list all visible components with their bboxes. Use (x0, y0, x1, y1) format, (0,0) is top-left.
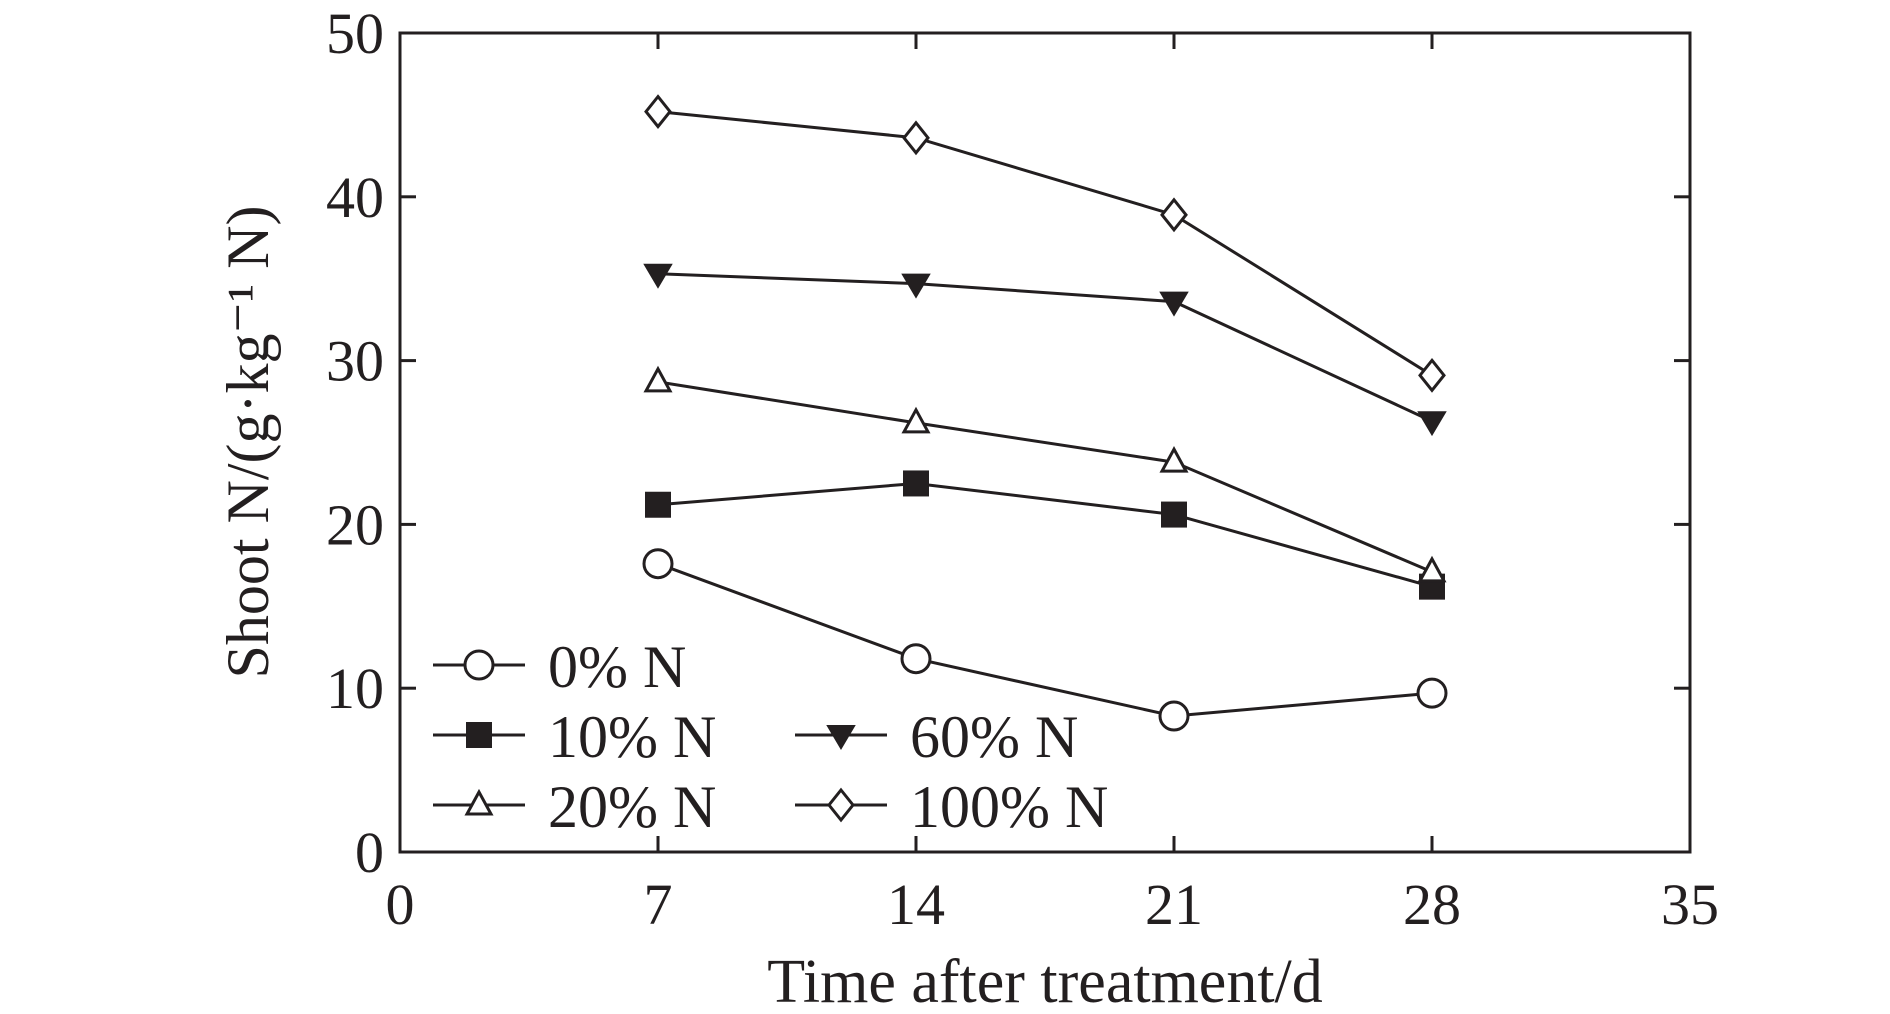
series-line (657, 110, 1433, 377)
y-tick-label: 30 (326, 329, 384, 394)
triangle-down-marker (901, 273, 931, 299)
legend-item: 0% N (433, 634, 686, 700)
circle-marker (900, 643, 932, 675)
plot-frame (398, 31, 1692, 854)
legend-label: 100% N (910, 774, 1108, 840)
x-tick-label: 0 (386, 872, 415, 937)
square-marker (903, 470, 929, 497)
square-marker (645, 491, 671, 518)
triangle-down-marker (826, 725, 856, 750)
series-line (657, 562, 1433, 718)
y-tick-label: 40 (326, 165, 384, 230)
series-line (657, 380, 1433, 574)
series-line (657, 272, 1433, 423)
square-marker (466, 722, 492, 748)
circle-marker (642, 548, 674, 580)
legend-label: 0% N (548, 634, 686, 700)
y-tick-label: 20 (326, 492, 384, 557)
legend-label: 20% N (548, 774, 716, 840)
x-tick-label: 7 (644, 872, 673, 937)
legend-label: 60% N (910, 704, 1078, 770)
series-line (657, 481, 1433, 589)
series-10n (645, 470, 1445, 600)
x-tick-label: 21 (1145, 872, 1203, 937)
x-tick-label: 14 (887, 872, 945, 937)
x-tick-label: 28 (1403, 872, 1461, 937)
y-axis-label: Shoot N/(g·kg⁻¹ N) (215, 206, 281, 679)
diamond-marker (1160, 197, 1188, 233)
triangle-up-marker (1417, 555, 1447, 583)
diamond-marker (644, 94, 672, 130)
legend-label: 10% N (548, 704, 716, 770)
y-tick-label: 10 (326, 656, 384, 721)
series-100n (644, 94, 1446, 393)
series-60n (643, 263, 1447, 437)
x-axis-label: Time after treatment/d (767, 948, 1323, 1014)
triangle-down-marker (643, 263, 673, 289)
series-group (642, 94, 1448, 732)
circle-marker (463, 649, 495, 681)
circle-marker (1158, 700, 1190, 732)
y-tick-label: 0 (355, 820, 384, 885)
y-tick-label: 50 (326, 1, 384, 66)
diamond-marker (902, 120, 930, 156)
square-marker (1161, 501, 1187, 528)
series-20n (643, 365, 1447, 583)
diamond-marker (1418, 357, 1446, 393)
legend-item: 10% N (433, 704, 716, 770)
diamond-marker (827, 787, 855, 823)
triangle-up-marker (901, 406, 931, 434)
triangle-down-marker (1417, 411, 1447, 437)
triangle-down-marker (1159, 291, 1189, 317)
legend-item: 60% N (795, 704, 1078, 770)
circle-marker (1416, 677, 1448, 709)
x-tick-label: 35 (1661, 872, 1719, 937)
triangle-up-marker (464, 788, 494, 816)
legend-item: 20% N (433, 774, 716, 840)
legend-item: 100% N (795, 774, 1108, 840)
axes: 0 7 14 21 28 35 0 10 20 30 40 50 (326, 1, 1719, 937)
triangle-up-marker (1159, 446, 1189, 473)
series-0n (642, 548, 1448, 732)
triangle-up-marker (643, 365, 673, 393)
